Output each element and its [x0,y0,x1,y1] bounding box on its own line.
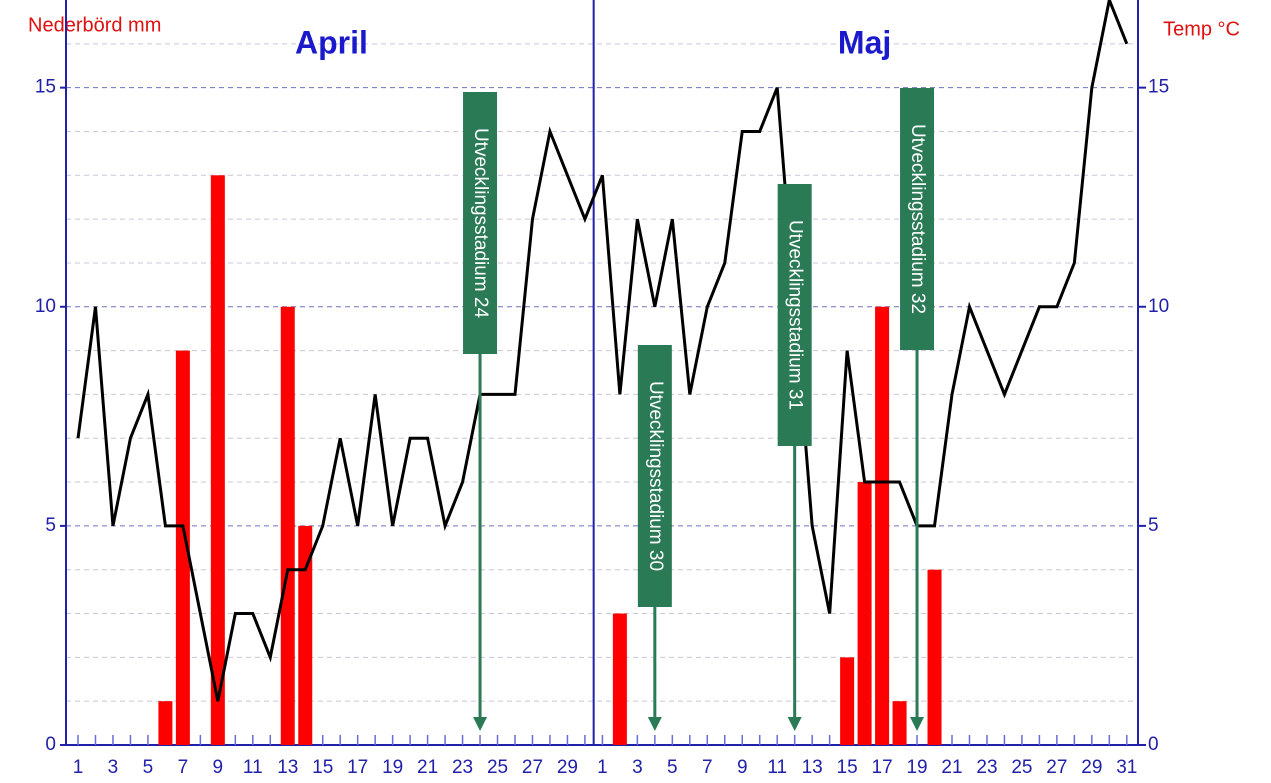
annotation-arrowhead [910,717,925,731]
x-tick-label: 27 [1046,757,1067,778]
x-tick-label: 1 [597,757,608,778]
y2-axis-label: Temp °C [1163,18,1240,40]
bar [158,701,173,745]
x-tick-label: 9 [737,757,748,778]
x-tick-label: 13 [277,757,298,778]
x-tick-label: 21 [941,757,962,778]
y2-tick-label: 0 [1148,734,1159,755]
x-tick-label: 21 [417,757,438,778]
x-tick-label: 25 [1011,757,1032,778]
annotation-text: Utvecklingsstadium 30 [645,381,666,571]
y-tick-label: 5 [45,515,56,536]
x-tick-label: 7 [178,757,189,778]
x-tick-label: 17 [347,757,368,778]
bar [875,306,890,745]
y-axis-label: Nederbörd mm [28,14,161,36]
y-tick-label: 0 [45,734,56,755]
annotation-arrowhead [473,717,488,731]
temp-line [76,0,1129,702]
x-tick-label: 15 [837,757,858,778]
x-tick-label: 19 [906,757,927,778]
x-tick-label: 23 [452,757,473,778]
y2-tick-label: 15 [1148,77,1169,98]
bar [840,657,855,745]
x-tick-label: 19 [382,757,403,778]
annotation-arrowhead [647,717,662,731]
annotation-box [463,92,498,354]
y-tick-label: 15 [35,77,56,98]
bar [280,306,295,745]
x-tick-label: 17 [872,757,893,778]
y-tick-label: 10 [35,296,56,317]
x-tick-label: 5 [143,757,154,778]
x-tick-label: 9 [213,757,224,778]
month-label: Maj [838,24,891,60]
bar [612,613,627,745]
annotation-text: Utvecklingsstadium 24 [470,128,491,319]
x-tick-label: 11 [243,757,263,778]
annotation-text: Utvecklingsstadium 32 [907,124,928,314]
x-tick-label: 25 [487,757,508,778]
annotation-box [900,88,935,350]
bar [892,701,907,745]
x-tick-label: 23 [976,757,997,778]
annotation-box [777,184,812,446]
annotation-arrowhead [787,717,802,731]
x-tick-label: 11 [767,757,787,778]
annotation-text: Utvecklingsstadium 31 [785,220,806,410]
x-tick-label: 13 [802,757,823,778]
bar [175,350,190,745]
bar [857,482,872,745]
bar [927,569,942,745]
x-tick-label: 29 [1081,757,1102,778]
x-tick-label: 5 [667,757,678,778]
bar [210,175,225,745]
bar [298,525,313,745]
annotation-box [637,345,672,607]
month-label: April [295,24,368,60]
x-tick-label: 1 [73,757,84,778]
x-tick-label: 31 [1116,757,1137,778]
x-tick-label: 15 [312,757,333,778]
x-tick-label: 7 [702,757,713,778]
x-tick-label: 3 [108,757,119,778]
x-tick-label: 3 [632,757,643,778]
x-tick-label: 27 [522,757,543,778]
x-tick-label: 29 [557,757,578,778]
y2-tick-label: 5 [1148,515,1159,536]
y2-tick-label: 10 [1148,296,1169,317]
